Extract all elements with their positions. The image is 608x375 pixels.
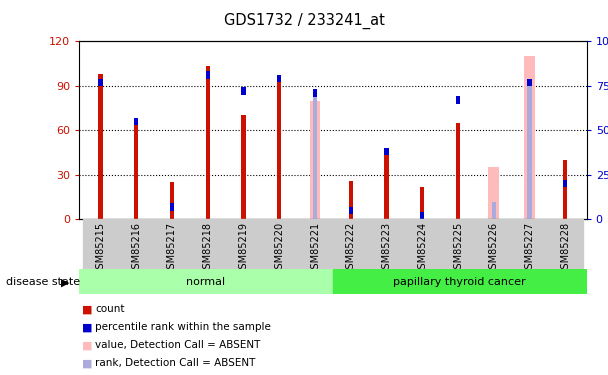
Text: GSM85221: GSM85221 (310, 222, 320, 275)
Bar (527, 78, 531, 86)
Bar (563, 160, 567, 219)
Bar (313, 89, 317, 97)
Bar (190, 219, 226, 268)
Text: normal: normal (187, 277, 226, 286)
Bar (313, 93, 317, 219)
Text: ▶: ▶ (61, 278, 70, 287)
Text: GSM85217: GSM85217 (167, 222, 177, 275)
Bar (261, 219, 297, 268)
Bar (83, 219, 119, 268)
Bar (527, 82, 531, 219)
Bar (420, 187, 424, 219)
Text: count: count (95, 304, 125, 314)
Bar (206, 71, 210, 79)
Text: GSM85227: GSM85227 (525, 222, 534, 275)
Bar (348, 181, 353, 219)
Bar (98, 74, 103, 219)
Bar (488, 167, 499, 219)
Bar (333, 219, 368, 268)
Bar (134, 118, 139, 125)
Bar (98, 78, 103, 86)
Text: ■: ■ (82, 358, 92, 368)
Bar (476, 219, 512, 268)
Text: percentile rank within the sample: percentile rank within the sample (95, 322, 271, 332)
Text: ■: ■ (82, 322, 92, 332)
Text: GSM85218: GSM85218 (202, 222, 213, 275)
Bar (241, 116, 246, 219)
Text: GSM85216: GSM85216 (131, 222, 141, 275)
Bar (134, 118, 139, 219)
Bar (492, 202, 496, 219)
Text: ■: ■ (82, 304, 92, 314)
Bar (226, 219, 261, 268)
Bar (119, 219, 154, 268)
Text: papillary thyroid cancer: papillary thyroid cancer (393, 277, 526, 286)
Bar (440, 219, 476, 268)
Bar (170, 182, 174, 219)
Bar (368, 219, 404, 268)
Text: GSM85226: GSM85226 (489, 222, 499, 275)
Bar (297, 219, 333, 268)
Bar (456, 123, 460, 219)
Text: GSM85223: GSM85223 (381, 222, 392, 275)
Bar (524, 56, 535, 219)
Bar (79, 269, 333, 294)
Bar (384, 148, 389, 155)
Bar (456, 96, 460, 104)
Text: GSM85220: GSM85220 (274, 222, 285, 275)
Text: GSM85222: GSM85222 (346, 222, 356, 275)
Bar (309, 100, 320, 219)
Bar (404, 219, 440, 268)
Bar (241, 87, 246, 95)
Bar (348, 207, 353, 214)
Text: disease state: disease state (6, 278, 80, 287)
Text: GSM85228: GSM85228 (560, 222, 570, 275)
Bar (154, 219, 190, 268)
Bar (333, 269, 587, 294)
Bar (512, 219, 547, 268)
Text: ■: ■ (82, 340, 92, 350)
Bar (547, 219, 583, 268)
Text: GSM85215: GSM85215 (95, 222, 106, 275)
Bar (170, 203, 174, 211)
Bar (206, 66, 210, 219)
Bar (384, 151, 389, 219)
Text: rank, Detection Call = ABSENT: rank, Detection Call = ABSENT (95, 358, 256, 368)
Text: GDS1732 / 233241_at: GDS1732 / 233241_at (224, 13, 384, 29)
Text: GSM85219: GSM85219 (238, 222, 249, 275)
Bar (277, 80, 282, 219)
Bar (563, 180, 567, 188)
Text: value, Detection Call = ABSENT: value, Detection Call = ABSENT (95, 340, 261, 350)
Text: GSM85224: GSM85224 (417, 222, 427, 275)
Text: GSM85225: GSM85225 (453, 222, 463, 275)
Bar (277, 75, 282, 82)
Bar (420, 212, 424, 219)
